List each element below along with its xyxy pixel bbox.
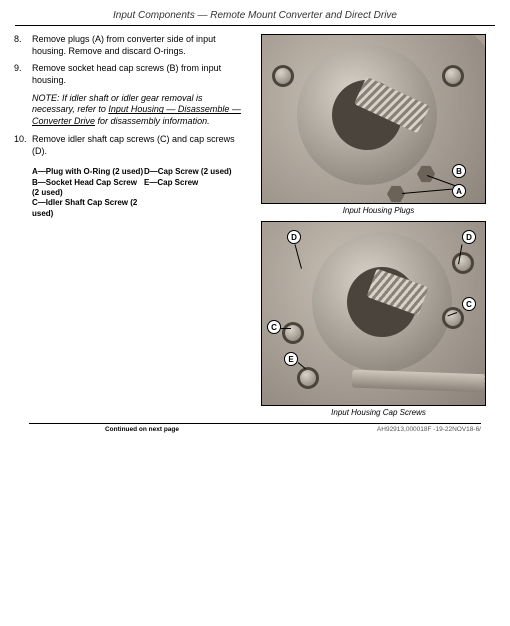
step-number: 9.	[14, 63, 32, 86]
step-text: Remove socket head cap screws (B) from i…	[32, 63, 244, 86]
figure-2-code: YT995 —19—27SEP91	[484, 314, 486, 394]
parts-legend: A—Plug with O-Ring (2 used) B—Socket Hea…	[32, 167, 244, 219]
footer-bar: Continued on next page AH92913,000018F -…	[29, 423, 481, 433]
legend-b: B—Socket Head Cap Screw (2 used)	[32, 178, 144, 199]
figure-1-caption: Input Housing Plugs	[261, 206, 496, 215]
callout-c2: C	[462, 297, 476, 311]
legend-c: C—Idler Shaft Cap Screw (2 used)	[32, 198, 144, 219]
figure-1-code: YT994 —19—09MAR91	[484, 119, 486, 201]
legend-d: D—Cap Screw (2 used)	[144, 167, 244, 177]
footer-code: AH92913,000018F -19-22NOV18-6/	[255, 426, 481, 433]
step-10: 10. Remove idler shaft cap screws (C) an…	[14, 134, 244, 157]
figure-2-image: D D C C E YT995 —19—27SEP91	[261, 221, 486, 406]
note-suffix: for disassembly information.	[95, 116, 210, 126]
callout-a: A	[452, 184, 466, 198]
figure-1-image: B A YT994 —19—09MAR91	[261, 34, 486, 204]
step-number: 10.	[14, 134, 32, 157]
legend-e: E—Cap Screw	[144, 178, 244, 188]
legend-a: A—Plug with O-Ring (2 used)	[32, 167, 144, 177]
callout-c1: C	[267, 320, 281, 334]
note: NOTE: If idler shaft or idler gear remov…	[32, 93, 244, 128]
step-number: 8.	[14, 34, 32, 57]
step-8: 8. Remove plugs (A) from converter side …	[14, 34, 244, 57]
figure-1: B A YT994 —19—09MAR91 Input Housing Plug…	[261, 34, 496, 215]
callout-e: E	[284, 352, 298, 366]
step-text: Remove plugs (A) from converter side of …	[32, 34, 244, 57]
callout-d1: D	[287, 230, 301, 244]
callout-b: B	[452, 164, 466, 178]
step-text: Remove idler shaft cap screws (C) and ca…	[32, 134, 244, 157]
figure-2: D D C C E YT995 —19—27SEP91 Input Housin…	[261, 221, 496, 417]
figure-2-caption: Input Housing Cap Screws	[261, 408, 496, 417]
page-header: Input Components — Remote Mount Converte…	[0, 0, 510, 25]
step-9: 9. Remove socket head cap screws (B) fro…	[14, 63, 244, 86]
left-column: 8. Remove plugs (A) from converter side …	[14, 34, 244, 219]
callout-d2: D	[462, 230, 476, 244]
right-column: B A YT994 —19—09MAR91 Input Housing Plug…	[261, 34, 496, 423]
continued-text: Continued on next page	[29, 426, 255, 433]
content: 8. Remove plugs (A) from converter side …	[0, 26, 510, 433]
